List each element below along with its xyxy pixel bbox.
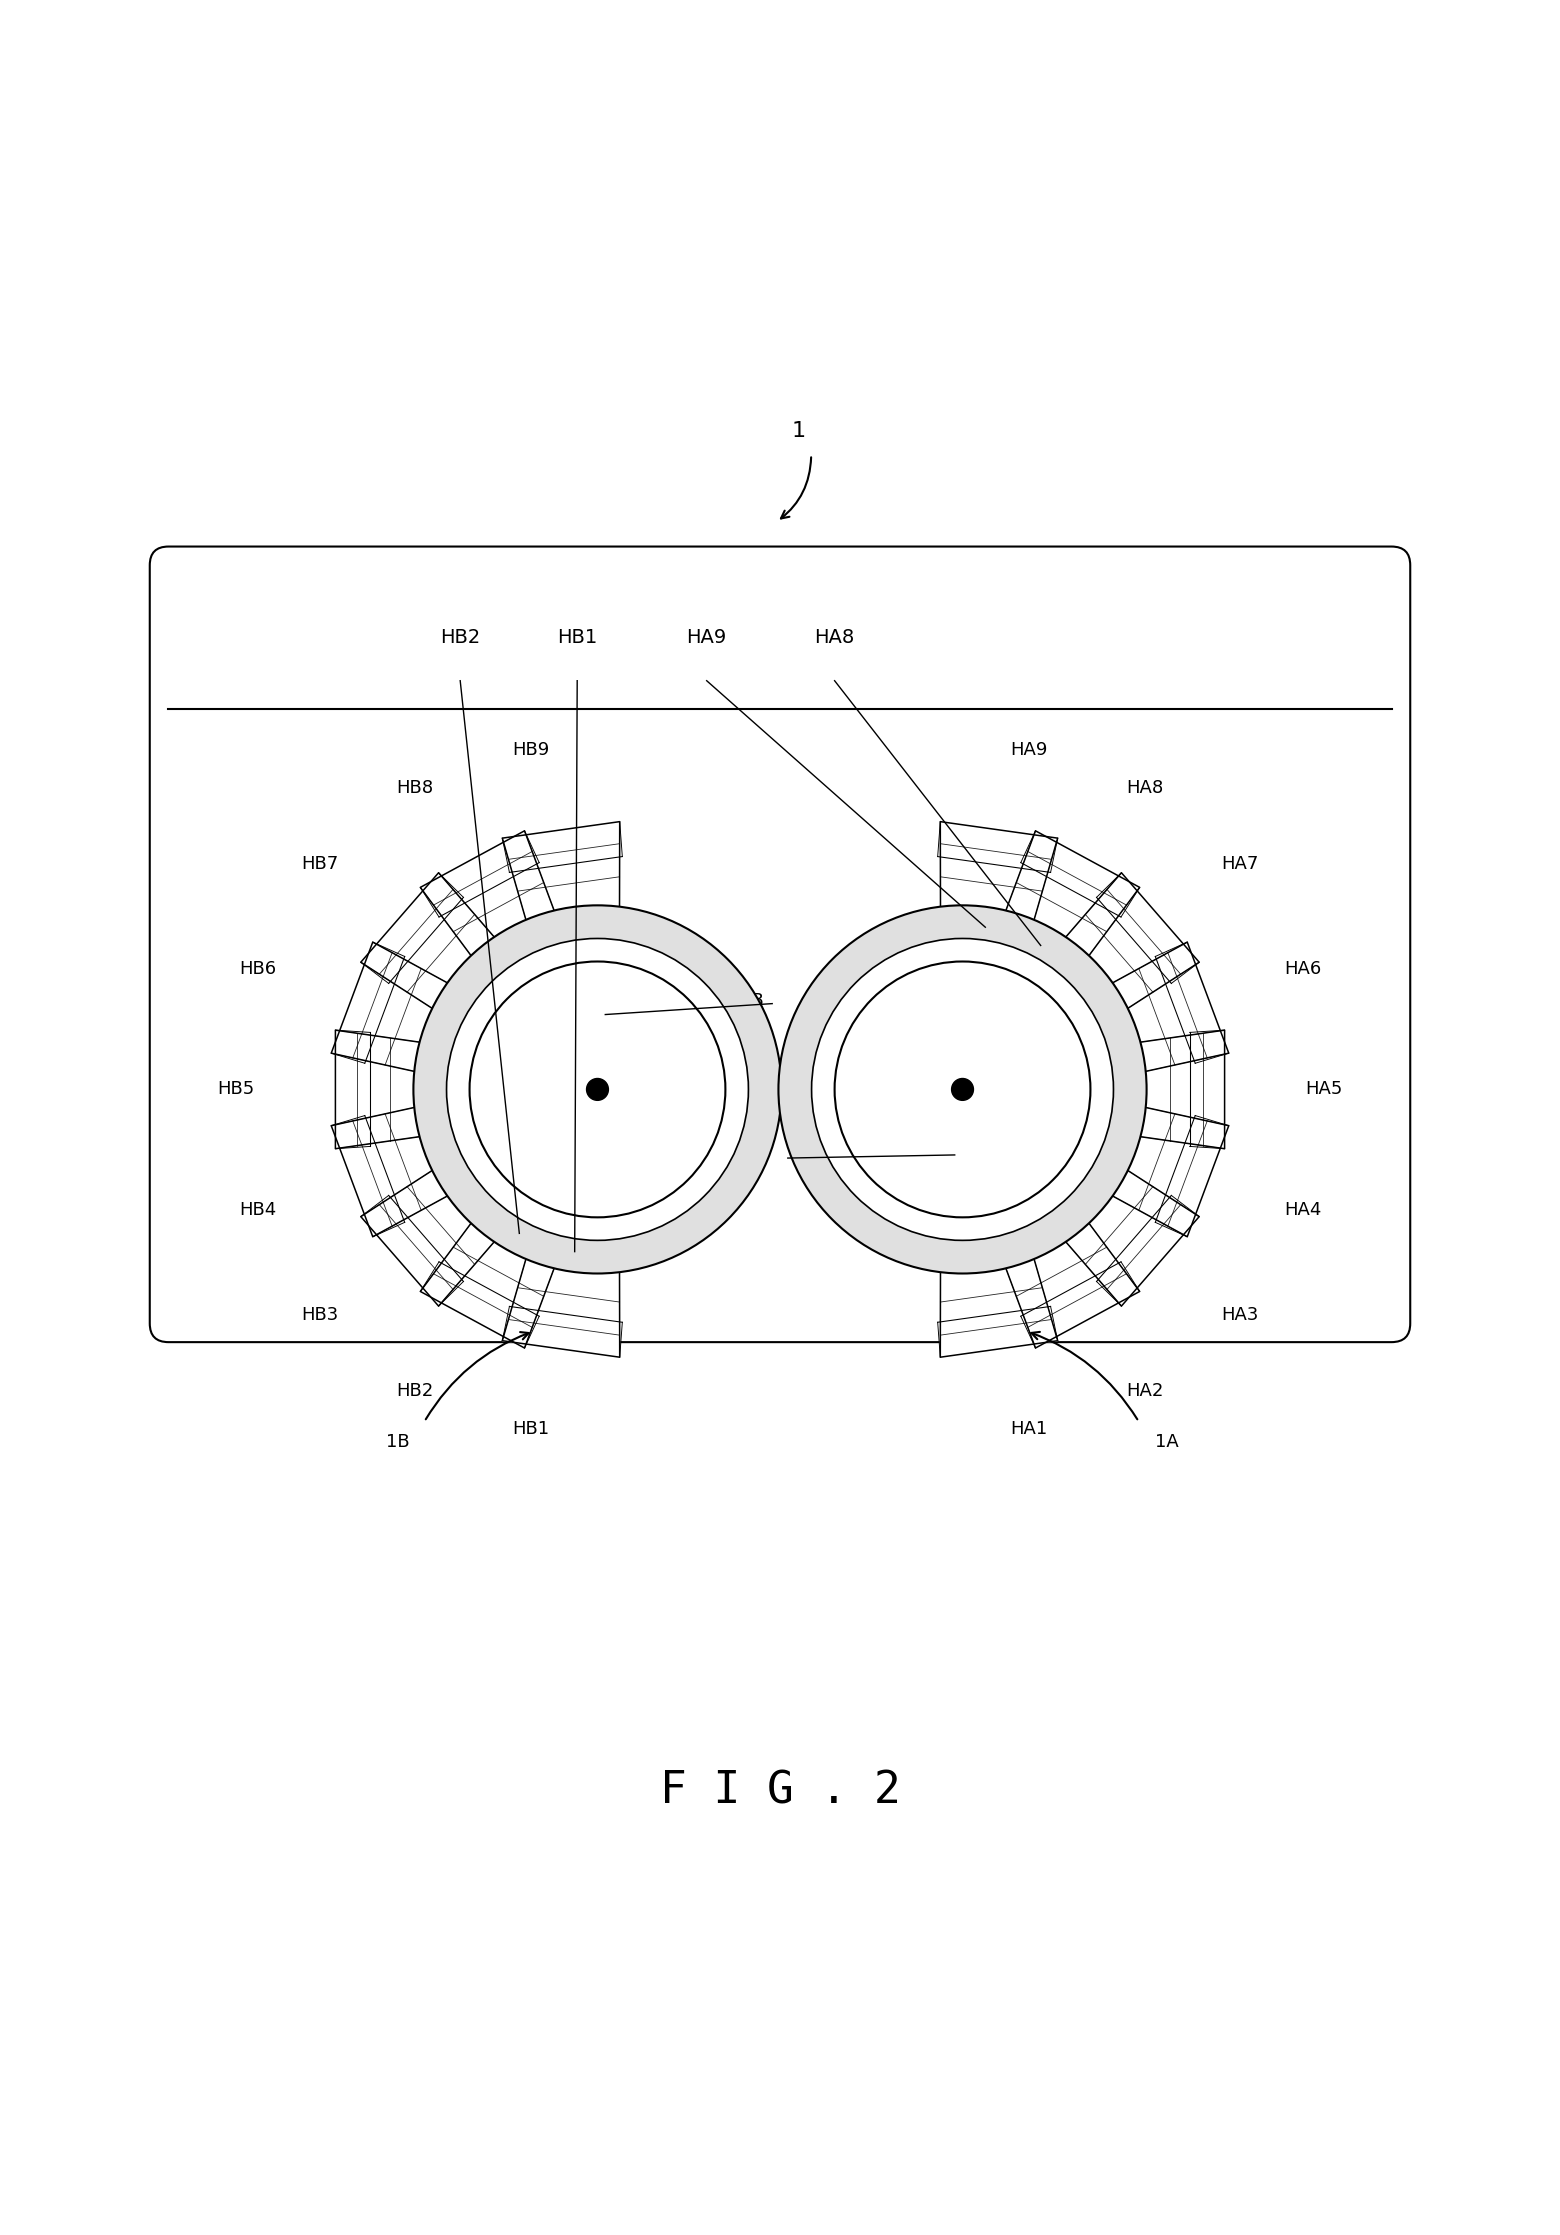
Text: HB8: HB8	[396, 778, 434, 798]
Text: 2B: 2B	[741, 992, 764, 1010]
Text: HA7: HA7	[1221, 856, 1259, 874]
Circle shape	[811, 939, 1114, 1240]
Polygon shape	[331, 1080, 566, 1236]
Text: HB7: HB7	[301, 856, 339, 874]
Text: HB5: HB5	[217, 1080, 254, 1097]
Text: HA4: HA4	[1284, 1200, 1321, 1218]
Text: HA3: HA3	[1221, 1305, 1259, 1323]
Text: HB1: HB1	[557, 628, 597, 646]
Text: 1A: 1A	[1154, 1433, 1179, 1451]
Circle shape	[778, 905, 1147, 1274]
Text: HB9: HB9	[513, 740, 549, 758]
Text: 2A: 2A	[796, 1153, 819, 1171]
Circle shape	[446, 939, 749, 1240]
Polygon shape	[977, 872, 1200, 1082]
Polygon shape	[994, 943, 1229, 1100]
Circle shape	[835, 961, 1090, 1218]
Polygon shape	[994, 1080, 1229, 1236]
Polygon shape	[977, 1097, 1200, 1305]
Polygon shape	[1006, 1030, 1225, 1149]
Text: 1: 1	[791, 420, 807, 440]
Polygon shape	[331, 943, 566, 1100]
Text: HA6: HA6	[1284, 961, 1321, 979]
Text: HA2: HA2	[1126, 1381, 1164, 1399]
Text: HA8: HA8	[814, 628, 855, 646]
Polygon shape	[420, 831, 601, 1064]
Polygon shape	[941, 822, 1058, 1050]
Text: HB6: HB6	[239, 961, 276, 979]
Circle shape	[587, 1080, 608, 1100]
Text: F I G . 2: F I G . 2	[660, 1770, 900, 1813]
Text: HB4: HB4	[239, 1200, 276, 1218]
Circle shape	[470, 961, 725, 1218]
Text: HB1: HB1	[513, 1419, 549, 1439]
Text: HB2: HB2	[440, 628, 480, 646]
Polygon shape	[941, 1129, 1058, 1357]
Text: HB2: HB2	[396, 1381, 434, 1399]
Polygon shape	[959, 831, 1140, 1064]
Polygon shape	[420, 1115, 601, 1348]
Circle shape	[952, 1080, 973, 1100]
FancyBboxPatch shape	[150, 548, 1410, 1343]
Polygon shape	[335, 1030, 554, 1149]
Polygon shape	[502, 1129, 619, 1357]
Text: HA5: HA5	[1306, 1080, 1343, 1097]
Text: HA1: HA1	[1011, 1419, 1047, 1439]
Circle shape	[413, 905, 782, 1274]
Text: HA9: HA9	[1011, 740, 1048, 758]
Polygon shape	[360, 872, 583, 1082]
Polygon shape	[502, 822, 619, 1050]
Text: HB3: HB3	[301, 1305, 339, 1323]
Text: HA9: HA9	[686, 628, 727, 646]
Polygon shape	[360, 1097, 583, 1305]
Text: HA8: HA8	[1126, 778, 1164, 798]
Polygon shape	[959, 1115, 1140, 1348]
Text: 1B: 1B	[385, 1433, 410, 1451]
